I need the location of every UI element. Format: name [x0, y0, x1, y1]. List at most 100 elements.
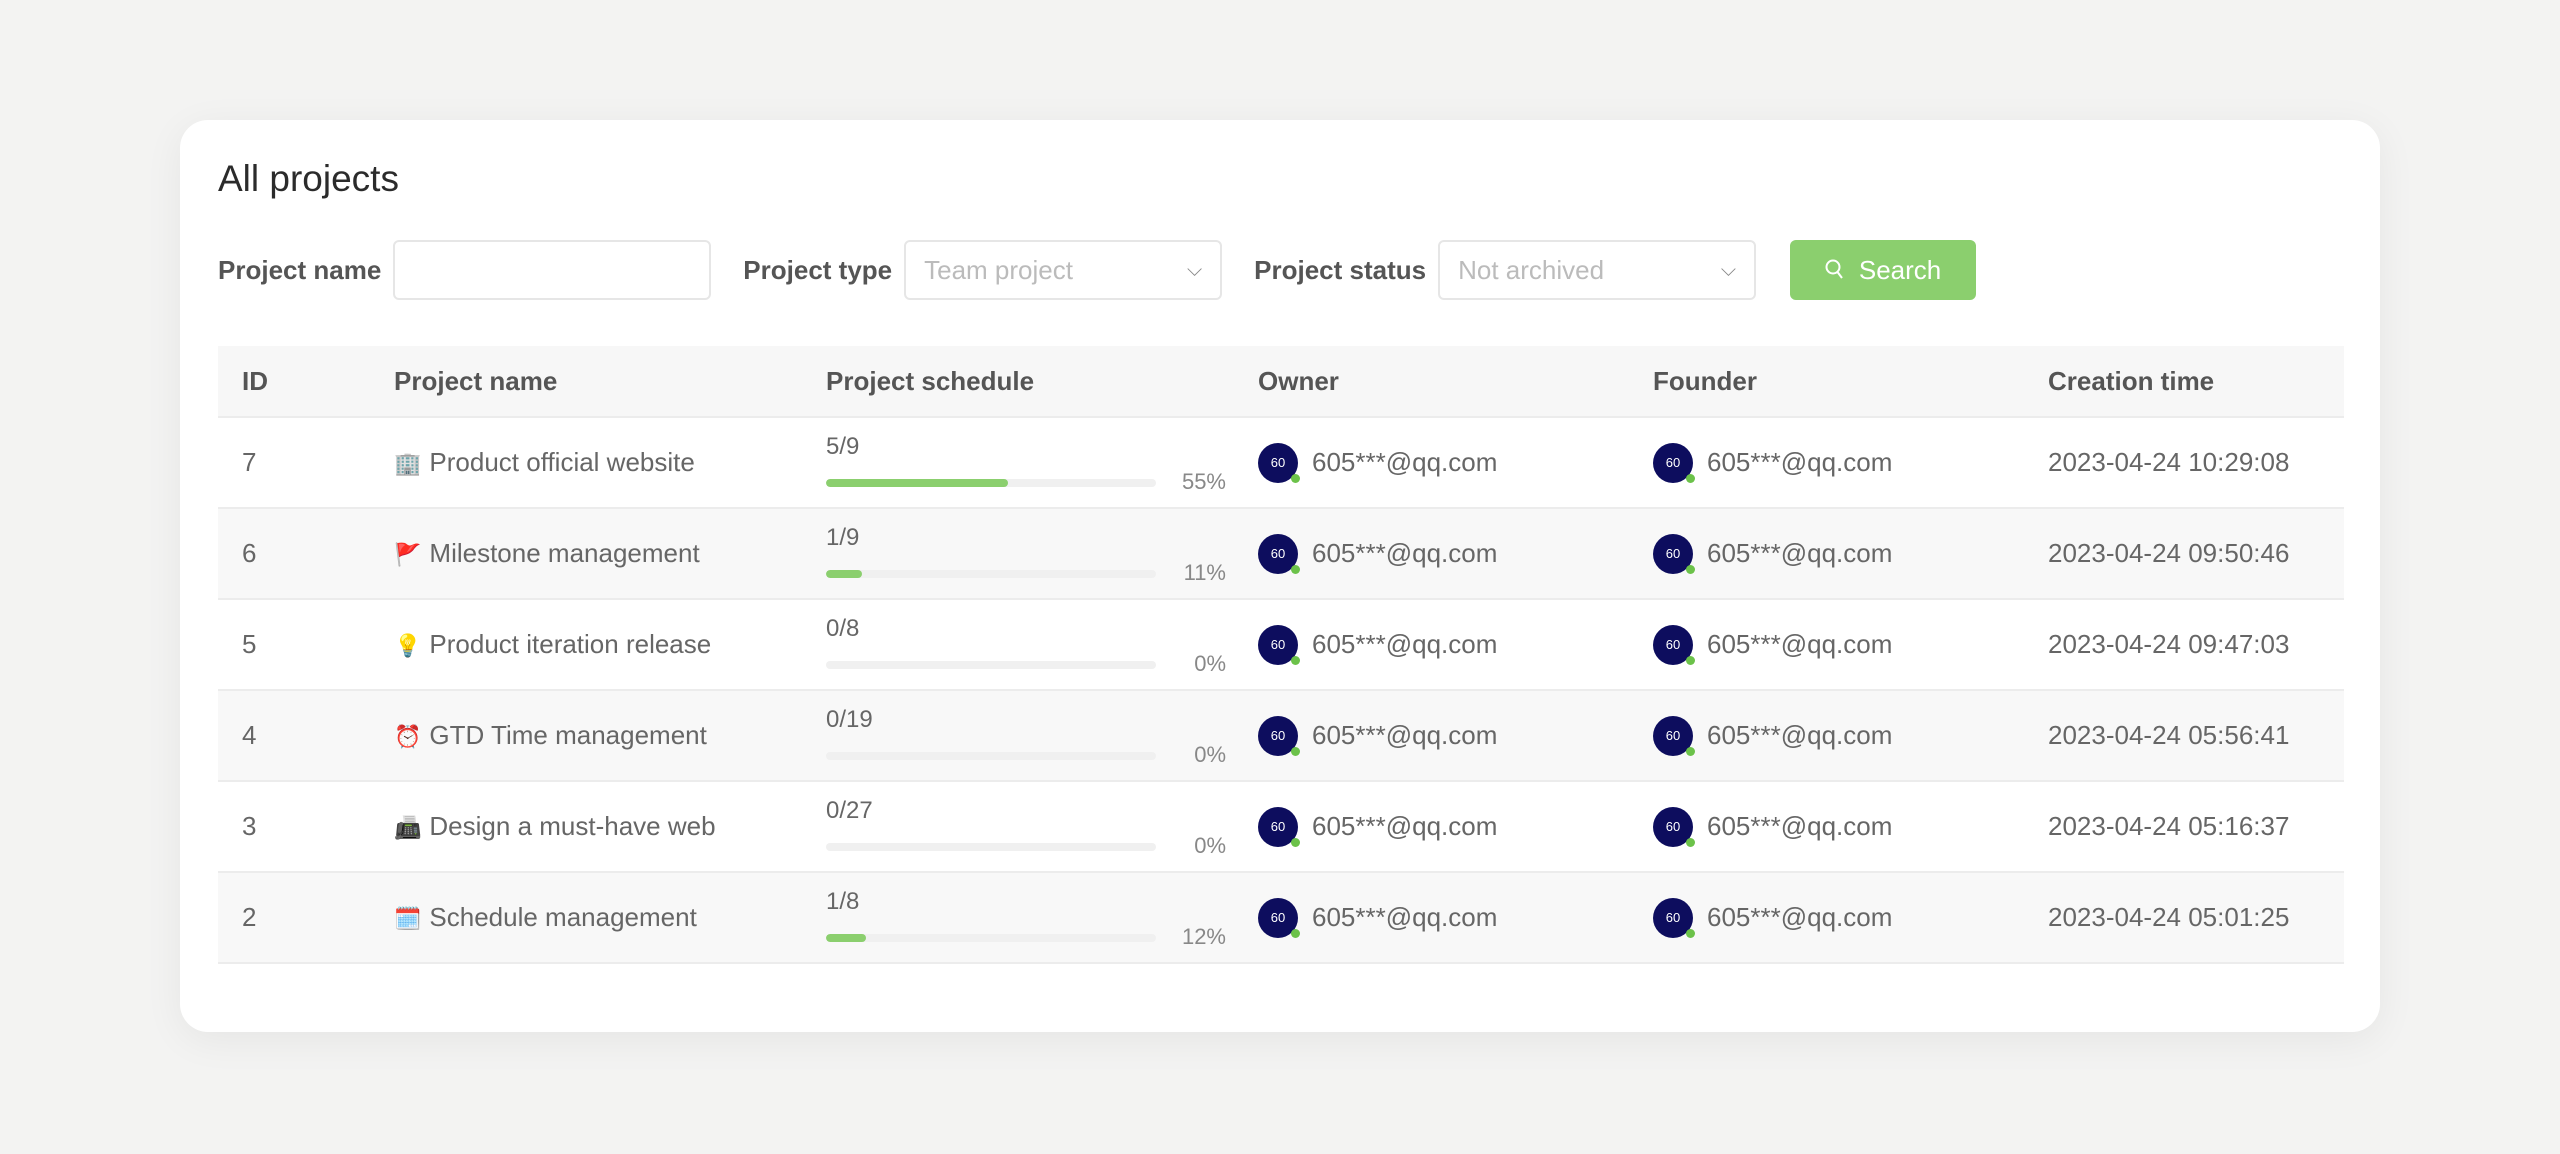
table-row[interactable]: 7 🏢 Product official website 5/9 55% 60 605… [218, 418, 2344, 509]
progress-fill [826, 933, 866, 942]
project-name[interactable]: 📠 Design a must-have web [370, 811, 802, 842]
progress-bar [826, 842, 1156, 851]
project-id: 7 [242, 447, 257, 477]
online-status-dot [1686, 928, 1695, 938]
table-row[interactable]: 3 📠 Design a must-have web 0/27 0% 60 605**… [218, 782, 2344, 873]
project-id: 5 [242, 629, 257, 659]
avatar-text: 60 [1270, 455, 1286, 470]
project-icon: 💡 [394, 633, 422, 658]
avatar-text: 60 [1270, 637, 1286, 652]
avatar-text: 60 [1270, 819, 1286, 834]
creation-time: 2023-04-24 05:56:41 [2048, 720, 2290, 750]
owner-email: 605***@qq.com [1312, 447, 1498, 477]
schedule-count: 5/9 [826, 432, 860, 460]
project-name-input[interactable] [393, 240, 712, 300]
project-icon: 🚩 [394, 542, 422, 567]
creation-time: 2023-04-24 09:47:03 [2048, 629, 2290, 659]
project-status-value: Not archived [1458, 254, 1605, 285]
table-row[interactable]: 5 💡 Product iteration release 0/8 0% 60 605… [218, 600, 2344, 691]
owner-email: 605***@qq.com [1312, 902, 1498, 932]
founder-email: 605***@qq.com [1707, 629, 1893, 659]
avatar-text: 60 [1665, 546, 1681, 561]
owner-email: 605***@qq.com [1312, 629, 1498, 659]
progress-bar [826, 660, 1156, 669]
col-founder: Founder [1653, 365, 1757, 396]
founder: 60 605***@qq.com [1653, 897, 2024, 938]
owner: 60 605***@qq.com [1258, 897, 1629, 938]
projects-card: All projects Project name Project type T… [180, 120, 2380, 1032]
avatar: 60 [1258, 715, 1300, 756]
project-icon: 🏢 [394, 451, 422, 476]
avatar: 60 [1258, 533, 1300, 574]
founder: 60 605***@qq.com [1653, 442, 2024, 483]
avatar-text: 60 [1665, 910, 1681, 925]
project-status-select[interactable]: Not archived ⌵ [1438, 240, 1757, 300]
owner: 60 605***@qq.com [1258, 442, 1629, 483]
project-name-text: Design a must-have web [429, 811, 716, 841]
projects-table: ID Project name Project schedule Owner F… [218, 346, 2344, 964]
owner: 60 605***@qq.com [1258, 624, 1629, 665]
project-name-text: GTD Time management [429, 720, 707, 750]
online-status-dot [1291, 655, 1300, 665]
project-name[interactable]: 🗓️ Schedule management [370, 902, 802, 933]
owner-email: 605***@qq.com [1312, 538, 1498, 568]
table-row[interactable]: 6 🚩 Milestone management 1/9 11% 60 605***@… [218, 509, 2344, 600]
search-label: Search [1858, 254, 1942, 285]
creation-time: 2023-04-24 05:01:25 [2048, 902, 2290, 932]
online-status-dot [1686, 564, 1695, 574]
online-status-dot [1291, 473, 1300, 483]
founder: 60 605***@qq.com [1653, 806, 2024, 847]
project-name[interactable]: 💡 Product iteration release [370, 629, 802, 660]
founder-email: 605***@qq.com [1707, 902, 1893, 932]
col-schedule: Project schedule [826, 365, 1035, 396]
progress-fill [826, 478, 1008, 487]
col-owner: Owner [1258, 365, 1339, 396]
founder: 60 605***@qq.com [1653, 624, 2024, 665]
project-schedule: 0/19 0% [826, 706, 1234, 767]
founder-email: 605***@qq.com [1707, 811, 1893, 841]
project-icon: ⏰ [394, 724, 422, 749]
filter-bar: Project name Project type Team project ⌵ … [218, 240, 1977, 300]
founder-email: 605***@qq.com [1707, 538, 1893, 568]
project-id: 6 [242, 538, 257, 568]
avatar-text: 60 [1270, 728, 1286, 743]
project-name[interactable]: 🚩 Milestone management [370, 538, 802, 569]
avatar: 60 [1653, 533, 1695, 574]
founder-email: 605***@qq.com [1707, 447, 1893, 477]
project-schedule: 0/27 0% [826, 797, 1234, 858]
project-type-value: Team project [924, 254, 1073, 285]
progress-bar [826, 569, 1156, 578]
table-row[interactable]: 4 ⏰ GTD Time management 0/19 0% 60 605***@q… [218, 691, 2344, 782]
project-name[interactable]: 🏢 Product official website [370, 447, 802, 478]
online-status-dot [1291, 564, 1300, 574]
col-id: ID [242, 365, 268, 396]
schedule-count: 1/9 [826, 523, 860, 551]
online-status-dot [1686, 746, 1695, 756]
schedule-count: 1/8 [826, 887, 860, 915]
creation-time: 2023-04-24 09:50:46 [2048, 538, 2290, 568]
avatar: 60 [1258, 806, 1300, 847]
project-type-select[interactable]: Team project ⌵ [904, 240, 1223, 300]
chevron-down-icon: ⌵ [1186, 258, 1203, 281]
online-status-dot [1686, 655, 1695, 665]
avatar: 60 [1258, 897, 1300, 938]
project-icon: 🗓️ [394, 906, 422, 931]
progress-percent: 11% [1183, 559, 1226, 585]
chevron-down-icon: ⌵ [1720, 258, 1737, 281]
search-button[interactable]: Search [1790, 240, 1977, 300]
owner-email: 605***@qq.com [1312, 720, 1498, 750]
creation-time: 2023-04-24 05:16:37 [2048, 811, 2290, 841]
founder-email: 605***@qq.com [1707, 720, 1893, 750]
project-id: 2 [242, 902, 257, 932]
owner: 60 605***@qq.com [1258, 715, 1629, 756]
avatar-text: 60 [1665, 455, 1681, 470]
progress-percent: 0% [1194, 741, 1226, 767]
progress-percent: 12% [1181, 923, 1226, 949]
project-name-label: Project name [218, 254, 382, 285]
project-name[interactable]: ⏰ GTD Time management [370, 720, 802, 751]
creation-time: 2023-04-24 10:29:08 [2048, 447, 2290, 477]
project-schedule: 1/9 11% [826, 523, 1234, 585]
owner: 60 605***@qq.com [1258, 806, 1629, 847]
table-row[interactable]: 2 🗓️ Schedule management 1/8 12% 60 605***@… [218, 873, 2344, 964]
founder: 60 605***@qq.com [1653, 533, 2024, 574]
